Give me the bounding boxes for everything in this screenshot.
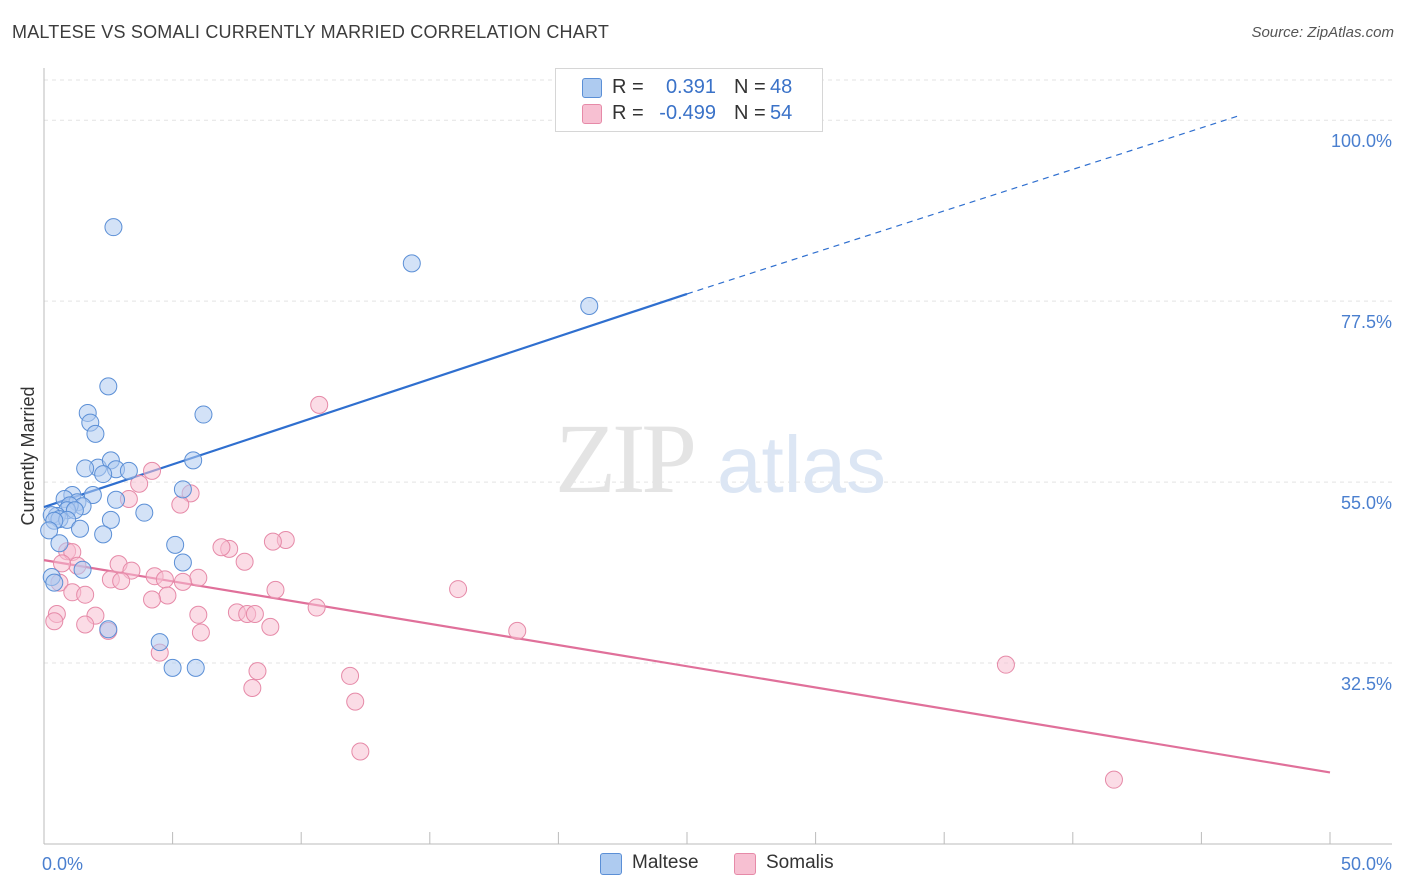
- somalis-point: [245, 604, 264, 623]
- somalis-point: [212, 538, 231, 557]
- maltese-point: [40, 521, 59, 540]
- legend-r-value: -0.499: [659, 102, 716, 124]
- maltese-point: [94, 465, 113, 484]
- x-tick-labels: 0.0% 50.0%: [42, 854, 1392, 874]
- maltese-point: [86, 424, 105, 443]
- somalis-point: [266, 580, 285, 599]
- somalis-point: [248, 662, 267, 681]
- maltese-point: [99, 377, 118, 396]
- somalis-point: [351, 742, 370, 761]
- maltese-swatch: [600, 853, 622, 875]
- maltese-point: [76, 459, 95, 478]
- somalis-point: [130, 474, 149, 493]
- grid-lines: [44, 79, 1392, 664]
- legend-r-value: 0.391: [665, 76, 716, 98]
- maltese-point: [580, 296, 599, 315]
- maltese-swatch: [582, 78, 602, 98]
- somalis-point: [143, 461, 162, 480]
- maltese-point: [101, 510, 120, 529]
- maltese-point: [107, 490, 126, 509]
- somalis-point: [143, 590, 162, 609]
- somalis-point: [307, 598, 326, 617]
- somalis-point: [449, 580, 468, 599]
- somalis-point: [261, 617, 280, 636]
- somalis-point: [171, 495, 190, 514]
- maltese-point: [150, 633, 169, 652]
- somalis-point: [112, 572, 131, 591]
- somalis-point: [346, 692, 365, 711]
- watermark-zip: ZIP: [555, 403, 693, 514]
- somalis-point: [263, 532, 282, 551]
- source-label: Source: ZipAtlas.com: [1251, 24, 1394, 41]
- somalis-point: [235, 552, 254, 571]
- maltese-point: [83, 485, 102, 504]
- chart-title: MALTESE VS SOMALI CURRENTLY MARRIED CORR…: [12, 22, 610, 42]
- somalis-point: [189, 605, 208, 624]
- somalis-point: [191, 623, 210, 642]
- legend-label-somalis: Somalis: [766, 852, 834, 873]
- somalis-point: [173, 572, 192, 591]
- somalis-swatch: [734, 853, 756, 875]
- maltese-point: [119, 461, 138, 480]
- legend-r-label: R =: [612, 76, 644, 98]
- maltese-point: [194, 405, 213, 424]
- somalis-point: [76, 585, 95, 604]
- maltese-point: [50, 534, 69, 553]
- maltese-trend-extension: [686, 114, 1241, 295]
- somalis-point: [189, 568, 208, 587]
- somalis-point: [243, 678, 262, 697]
- y-tick-labels: 32.5% 55.0% 77.5% 100.0%: [1331, 131, 1392, 694]
- somalis-point: [76, 615, 95, 634]
- legend-row-somalis: R = -0.499 N = 54: [556, 101, 822, 127]
- somalis-trend-line: [43, 559, 1331, 774]
- somalis-point: [341, 666, 360, 685]
- maltese-point: [45, 573, 64, 592]
- maltese-point: [104, 218, 123, 237]
- y-tick-label: 32.5%: [1341, 674, 1392, 694]
- somalis-point: [310, 395, 329, 414]
- somalis-point: [53, 554, 72, 573]
- maltese-point: [166, 535, 185, 554]
- legend-row-maltese: R = 0.391 N = 48: [556, 75, 822, 101]
- y-tick-label: 100.0%: [1331, 131, 1392, 151]
- y-tick-label: 55.0%: [1341, 493, 1392, 513]
- y-axis-label: Currently Married: [18, 386, 38, 525]
- legend-n-value: 54: [770, 102, 793, 124]
- legend-n-value: 48: [770, 76, 793, 98]
- somalis-point: [155, 570, 174, 589]
- y-tick-label: 77.5%: [1341, 312, 1392, 332]
- somalis-point: [1104, 770, 1123, 789]
- maltese-points: [40, 218, 599, 677]
- maltese-point: [163, 658, 182, 677]
- x-tick-label: 0.0%: [42, 854, 83, 874]
- somalis-point: [158, 586, 177, 605]
- axes: [43, 68, 1392, 845]
- somalis-point: [45, 612, 64, 631]
- somalis-swatch: [582, 104, 602, 124]
- maltese-point: [99, 620, 118, 639]
- maltese-point: [71, 519, 90, 538]
- maltese-point: [402, 254, 421, 273]
- stats-legend: R = 0.391 N = 48 R = -0.499 N = 54: [555, 68, 823, 132]
- somalis-point: [996, 655, 1015, 674]
- legend-n-label: N =: [734, 76, 766, 98]
- legend-label-maltese: Maltese: [632, 852, 699, 873]
- x-tick-label: 50.0%: [1341, 854, 1392, 874]
- maltese-point: [94, 525, 113, 544]
- watermark-atlas: atlas: [717, 420, 886, 509]
- maltese-point: [173, 553, 192, 572]
- somalis-point: [508, 621, 527, 640]
- maltese-point: [184, 451, 203, 470]
- maltese-point: [135, 503, 154, 522]
- legend-r-label: R =: [612, 102, 644, 124]
- somalis-points: [45, 395, 1123, 789]
- maltese-point: [73, 560, 92, 579]
- maltese-point: [186, 658, 205, 677]
- legend-n-label: N =: [734, 102, 766, 124]
- maltese-point: [173, 480, 192, 499]
